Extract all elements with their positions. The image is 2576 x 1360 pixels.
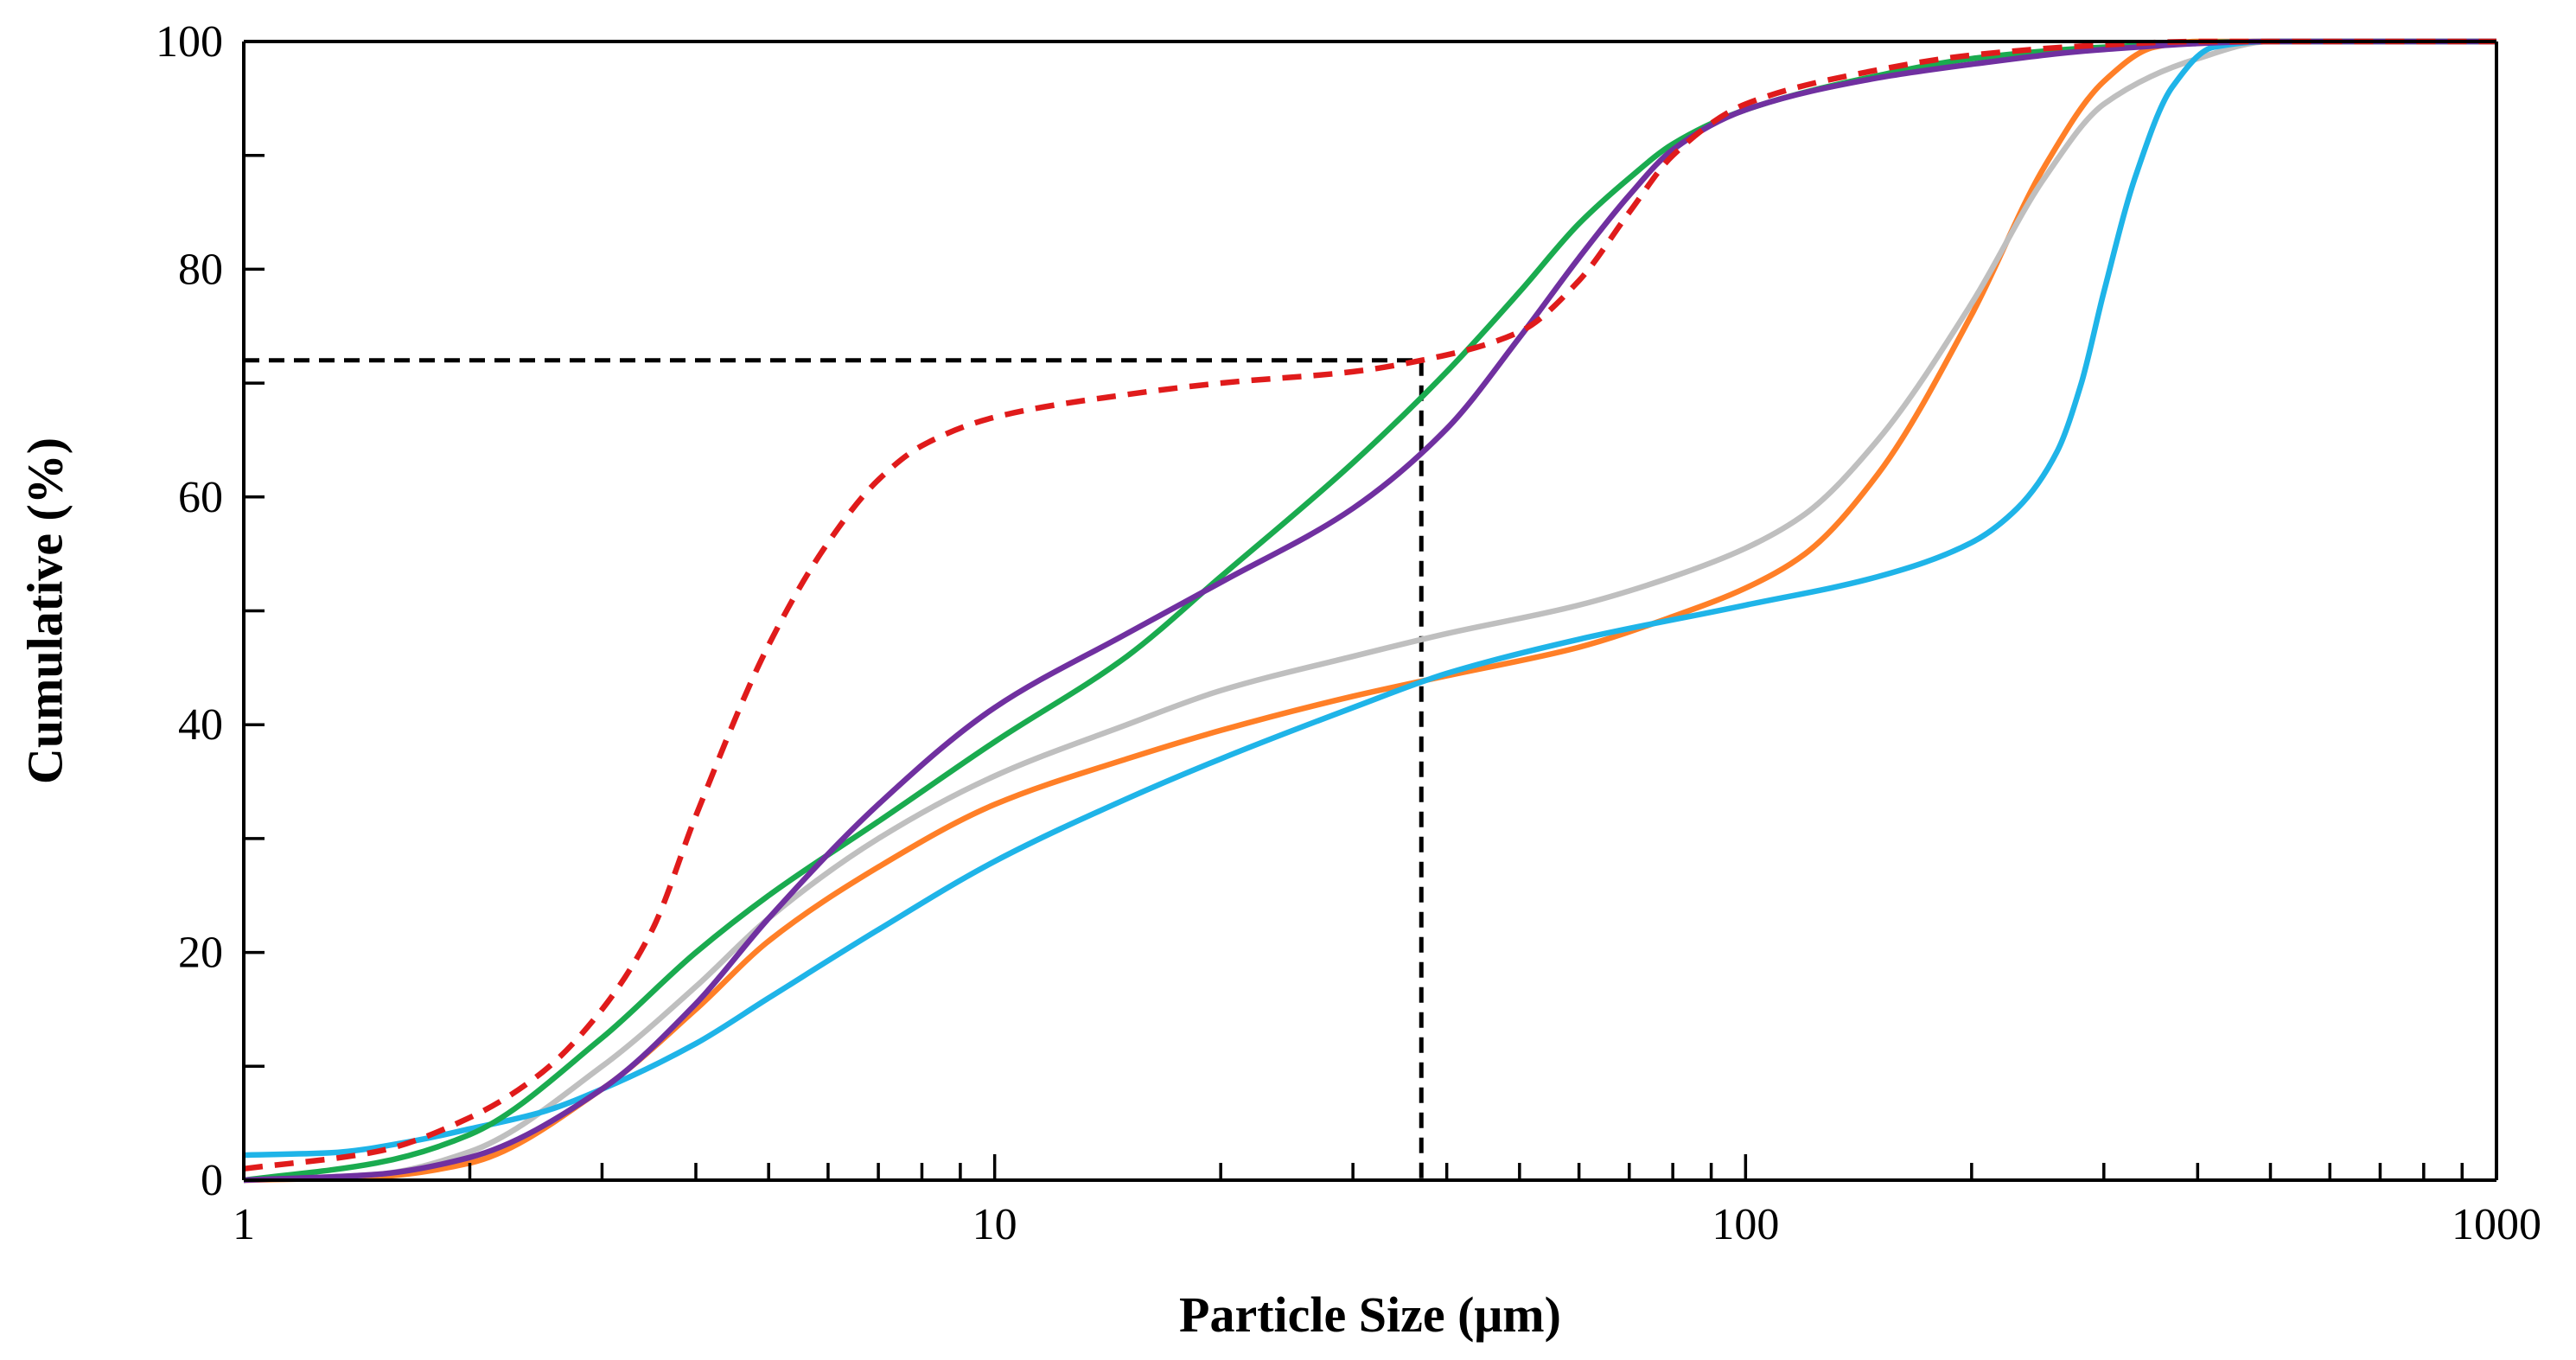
y-tick-label: 0 <box>201 1156 223 1205</box>
x-axis-title: Particle Size (μm) <box>1179 1287 1561 1343</box>
series-layer <box>243 38 2496 1184</box>
x-tick-label: 1000 <box>2452 1200 2541 1249</box>
ticks <box>242 40 2498 1182</box>
reference-lines <box>244 358 1424 1180</box>
series-line-6 <box>243 38 2496 1172</box>
y-tick-label: 20 <box>178 929 223 978</box>
axes <box>242 40 2498 1182</box>
y-tick-label: 60 <box>178 473 223 522</box>
tick-labels: 1 10 100 1000 0 20 40 60 80 100 <box>156 17 2541 1249</box>
y-axis-title: Cumulative (%) <box>16 437 73 784</box>
series-line-2 <box>243 38 2496 1184</box>
y-tick-label: 80 <box>178 245 223 294</box>
series-line-4 <box>243 38 2496 1184</box>
series-line-5 <box>243 38 2496 1184</box>
y-tick-label: 100 <box>156 17 223 67</box>
y-tick-label: 40 <box>178 700 223 750</box>
x-tick-label: 100 <box>1712 1200 1779 1249</box>
x-tick-label: 10 <box>972 1200 1017 1249</box>
x-tick-label: 1 <box>233 1200 255 1249</box>
